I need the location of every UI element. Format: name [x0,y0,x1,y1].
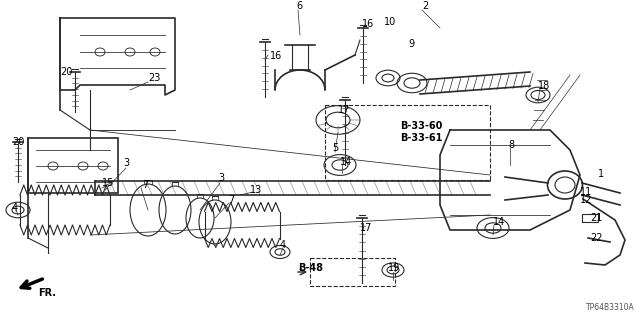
Text: 6: 6 [296,1,302,11]
Text: 19: 19 [388,263,400,273]
Text: 2: 2 [422,1,428,11]
Text: 1: 1 [598,169,604,179]
Text: 14: 14 [340,157,352,167]
Text: B-48: B-48 [298,263,323,273]
Text: 4: 4 [280,240,286,250]
Text: 22: 22 [590,233,602,243]
Text: 18: 18 [538,81,550,91]
Text: B-33-61: B-33-61 [400,133,442,143]
Text: 23: 23 [148,73,161,83]
Text: 17: 17 [360,223,372,233]
Text: 9: 9 [408,39,414,49]
Text: 8: 8 [508,140,514,150]
Text: 3: 3 [123,158,129,168]
Text: 21: 21 [590,213,602,223]
Text: 15: 15 [102,178,115,188]
Text: 11: 11 [580,187,592,197]
Bar [582,214,598,222]
Text: B-33-60: B-33-60 [400,121,442,131]
Text: 16: 16 [362,19,374,29]
Text: 20: 20 [12,137,24,147]
Text: 16: 16 [270,51,282,61]
Text: 20: 20 [60,67,72,77]
Bar [310,258,395,286]
Bar [28,138,118,193]
Text: TP64B3310A: TP64B3310A [586,303,635,312]
Text: 7: 7 [228,195,234,205]
Text: 12: 12 [580,195,593,205]
Text: 3: 3 [218,173,224,183]
Text: FR.: FR. [38,288,56,298]
Text: 13: 13 [250,185,262,195]
Bar [325,105,490,180]
Text: 10: 10 [384,17,396,27]
Text: 5: 5 [332,143,339,153]
Text: 14: 14 [493,217,505,227]
Text: 4: 4 [12,203,18,213]
Text: 17: 17 [338,105,350,115]
Text: 7: 7 [142,180,148,190]
